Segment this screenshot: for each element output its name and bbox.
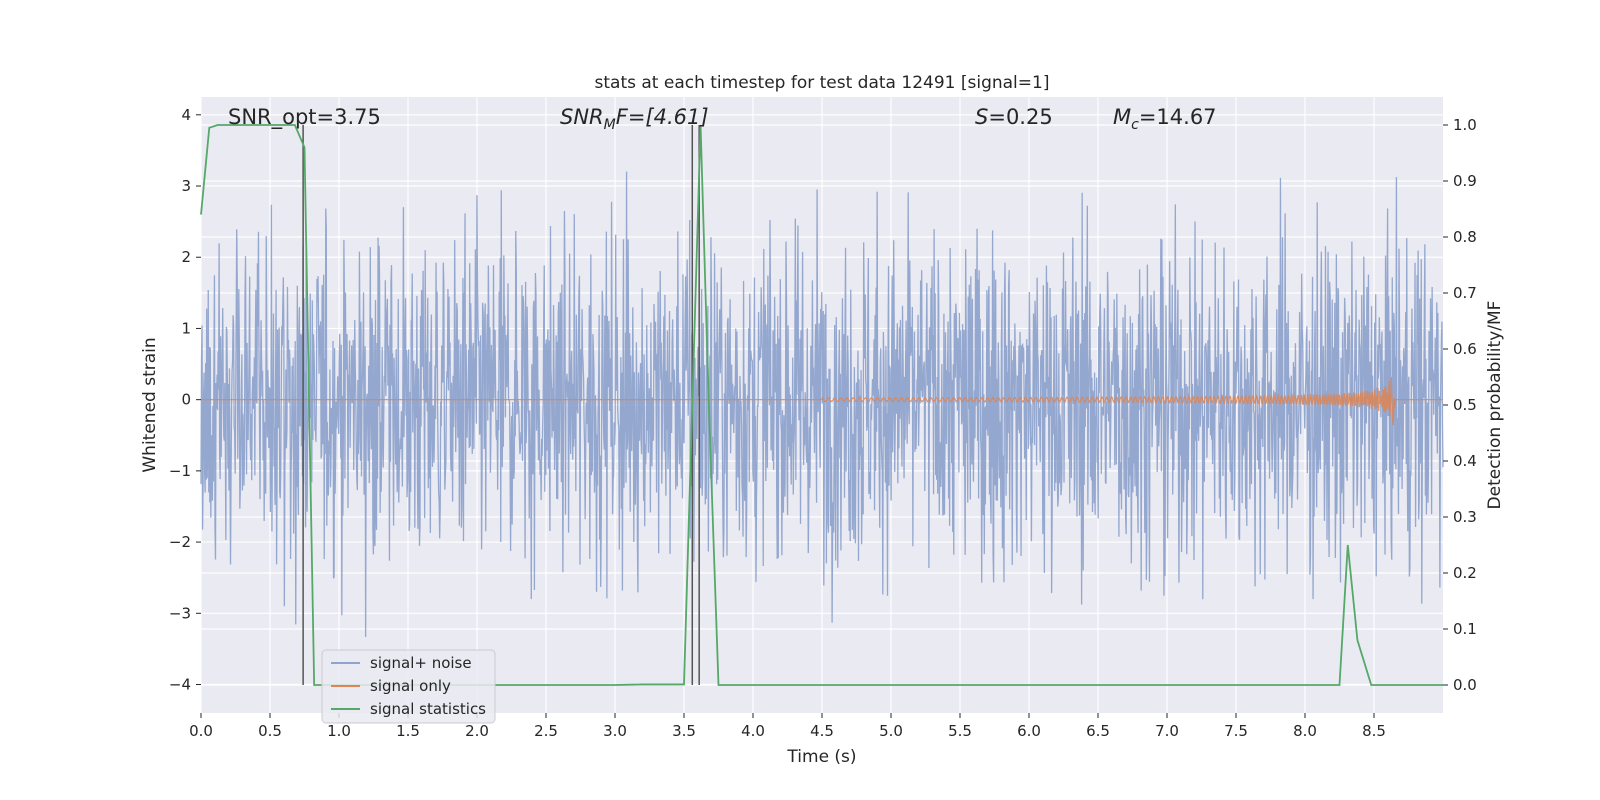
annotations: SNR_opt=3.75 SNRMF=[4.61] S=0.25 Mc=14.6… [228,105,1217,133]
legend-label-signal-plus-noise: signal+ noise [370,654,472,672]
y-tick-label-0: −4 [169,676,191,694]
x-tick-label-13: 6.5 [1086,722,1110,740]
y-tick-label-6: 2 [181,248,191,266]
annotation-s: S=0.25 [975,105,1053,129]
y2-tick-label-5: 0.5 [1453,396,1477,414]
annotation-mc-sub: c [1131,117,1139,133]
annotation-mc-tail: =14.67 [1139,105,1217,129]
x-tick-label-7: 3.5 [672,722,696,740]
x-axis-ticks: 0.0 0.5 1.0 1.5 2.0 2.5 3.0 3.5 4.0 4.5 5.0 5.5 6.0 6… [189,713,1386,740]
annotation-snr-opt: SNR_opt=3.75 [228,105,381,130]
x-tick-label-16: 8.0 [1293,722,1317,740]
x-axis-label: Time (s) [786,747,856,767]
x-tick-label-5: 2.5 [534,722,558,740]
x-tick-label-4: 2.0 [465,722,489,740]
y-tick-label-1: −3 [169,604,191,622]
annotation-mc: Mc=14.67 [1113,105,1217,133]
annotation-mc-main: M [1113,105,1131,129]
x-tick-label-17: 8.5 [1362,722,1386,740]
y2-tick-label-9: 0.9 [1453,172,1477,190]
series-line-signal-only [201,376,1443,426]
y2-tick-label-0: 0.0 [1453,676,1477,694]
y2-tick-label-6: 0.6 [1453,340,1477,358]
annotation-s-tail: =0.25 [988,105,1052,129]
series-signal-statistics [200,124,1443,686]
x-tick-label-6: 3.0 [603,722,627,740]
y2-tick-label-4: 0.4 [1453,452,1477,470]
x-tick-label-2: 1.0 [327,722,351,740]
y2-tick-label-3: 0.3 [1453,508,1477,526]
y-tick-label-7: 3 [181,177,191,195]
y-tick-label-2: −2 [169,533,191,551]
x-tick-label-9: 4.5 [810,722,834,740]
x-tick-label-12: 6.0 [1017,722,1041,740]
y2-tick-label-10: 1.0 [1453,116,1477,134]
annotation-snr-mf-main: SNR [560,105,604,129]
series-signal-plus-noise [200,171,1444,637]
annotation-snr-mf-tail: F=[4.61] [616,105,709,129]
y-tick-label-5: 1 [181,319,191,337]
x-tick-label-11: 5.5 [948,722,972,740]
y2-axis-label: Detection probability/MF [1485,301,1505,510]
x-tick-label-3: 1.5 [396,722,420,740]
annotation-snr-mf: SNRMF=[4.61] [560,105,709,133]
chart-title: stats at each timestep for test data 124… [595,73,1050,93]
grid [200,97,1443,713]
x-tick-label-0: 0.0 [189,722,213,740]
series-line-signal-statistics [200,124,1443,686]
legend-box [321,649,496,724]
y-tick-label-8: 4 [181,106,191,124]
x-tick-label-14: 7.0 [1155,722,1179,740]
y-tick-label-4: 0 [181,391,191,409]
legend: signal+ noise signal only signal statist… [321,649,496,724]
x-tick-label-8: 4.0 [741,722,765,740]
annotation-snr-mf-sub: M [604,117,616,133]
x-tick-label-10: 5.0 [879,722,903,740]
y2-tick-label-8: 0.8 [1453,228,1477,246]
legend-label-signal-statistics: signal statistics [370,700,486,718]
y-axis-ticks: −4 −3 −2 −1 0 1 2 3 4 [169,106,201,694]
y-tick-label-3: −1 [169,462,191,480]
y2-tick-label-2: 0.2 [1453,564,1477,582]
y-axis-label: Whitened strain [140,337,160,472]
y2-axis-ticks: 0.0 0.1 0.2 0.3 0.4 0.5 0.6 0.7 0.8 0.9 1.0 [1443,116,1477,694]
y2-tick-label-1: 0.1 [1453,620,1477,638]
legend-label-signal-only: signal only [370,677,451,695]
annotation-s-main: S [975,105,988,129]
y2-tick-label-7: 0.7 [1453,284,1477,302]
series-line-signal-plus-noise [200,171,1444,637]
series-signal-only [201,376,1443,426]
x-tick-label-15: 7.5 [1224,722,1248,740]
x-tick-label-1: 0.5 [258,722,282,740]
